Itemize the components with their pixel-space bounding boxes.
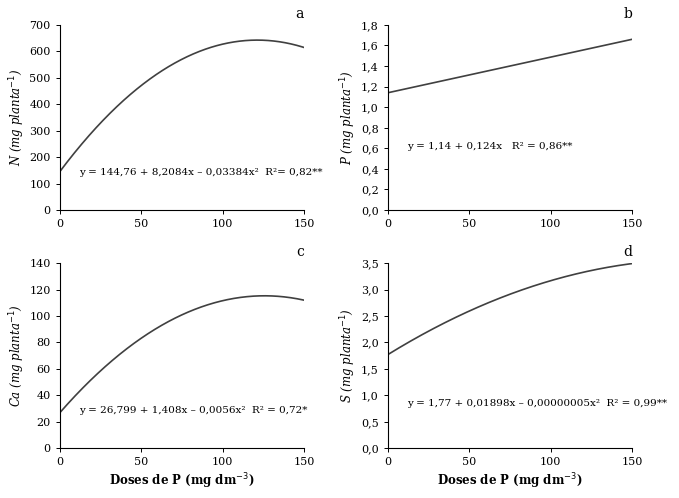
Text: c: c [296,246,304,259]
Y-axis label: S (mg planta$^{-1}$): S (mg planta$^{-1}$) [339,308,359,403]
Text: y = 1,77 + 0,01898x – 0,00000005x²  R² = 0,99**: y = 1,77 + 0,01898x – 0,00000005x² R² = … [407,398,667,407]
Text: a: a [295,7,304,21]
Text: b: b [623,7,632,21]
X-axis label: Doses de P (mg dm$^{-3}$): Doses de P (mg dm$^{-3}$) [437,472,583,491]
Y-axis label: N (mg planta$^{-1}$): N (mg planta$^{-1}$) [7,69,26,166]
Y-axis label: Ca (mg planta$^{-1}$): Ca (mg planta$^{-1}$) [7,304,26,407]
Y-axis label: P (mg planta$^{-1}$): P (mg planta$^{-1}$) [339,70,359,165]
Text: y = 144,76 + 8,2084x – 0,03384x²  R²= 0,82**: y = 144,76 + 8,2084x – 0,03384x² R²= 0,8… [79,168,323,177]
Text: d: d [623,246,632,259]
Text: y = 1,14 + 0,124x   R² = 0,86**: y = 1,14 + 0,124x R² = 0,86** [407,142,572,151]
Text: y = 26,799 + 1,408x – 0,0056x²  R² = 0,72*: y = 26,799 + 1,408x – 0,0056x² R² = 0,72… [79,406,308,415]
X-axis label: Doses de P (mg dm$^{-3}$): Doses de P (mg dm$^{-3}$) [109,472,255,491]
